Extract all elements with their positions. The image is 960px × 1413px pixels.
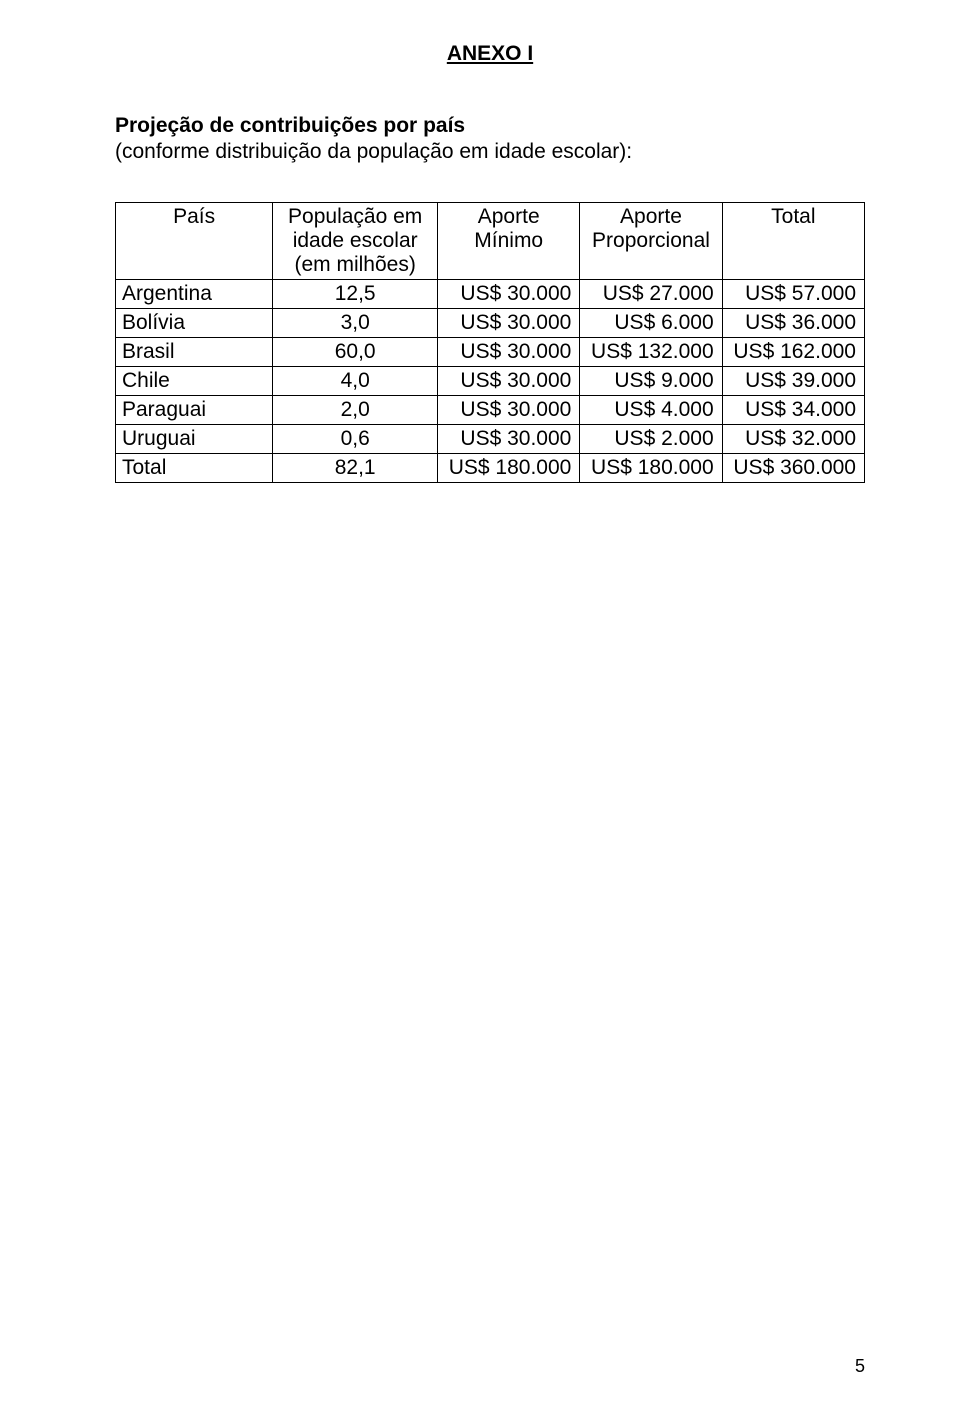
cell-prop: US$ 180.000 <box>580 454 722 483</box>
table-row: Argentina 12,5 US$ 30.000 US$ 27.000 US$… <box>116 280 865 309</box>
cell-min: US$ 180.000 <box>438 454 580 483</box>
cell-population: 82,1 <box>273 454 438 483</box>
cell-population: 60,0 <box>273 338 438 367</box>
cell-total: US$ 34.000 <box>722 396 864 425</box>
cell-country: Uruguai <box>116 425 273 454</box>
cell-population: 0,6 <box>273 425 438 454</box>
col-header-min: Aporte Mínimo <box>438 203 580 280</box>
cell-min: US$ 30.000 <box>438 367 580 396</box>
cell-country: Chile <box>116 367 273 396</box>
table-row-total: Total 82,1 US$ 180.000 US$ 180.000 US$ 3… <box>116 454 865 483</box>
table-header-row: País População em idade escolar (em milh… <box>116 203 865 280</box>
page: ANEXO I Projeção de contribuições por pa… <box>0 0 960 1413</box>
cell-country: Total <box>116 454 273 483</box>
col-header-min-line1: Aporte <box>478 205 540 228</box>
cell-min: US$ 30.000 <box>438 338 580 367</box>
cell-population: 3,0 <box>273 309 438 338</box>
cell-total: US$ 32.000 <box>722 425 864 454</box>
table-row: Uruguai 0,6 US$ 30.000 US$ 2.000 US$ 32.… <box>116 425 865 454</box>
annex-title: ANEXO I <box>115 42 865 66</box>
col-header-country: País <box>116 203 273 280</box>
cell-country: Paraguai <box>116 396 273 425</box>
cell-min: US$ 30.000 <box>438 309 580 338</box>
col-header-prop-line2: Proporcional <box>592 229 710 252</box>
cell-prop: US$ 4.000 <box>580 396 722 425</box>
col-header-population-line1: População em <box>288 205 422 228</box>
cell-min: US$ 30.000 <box>438 396 580 425</box>
col-header-population: População em idade escolar (em milhões) <box>273 203 438 280</box>
cell-min: US$ 30.000 <box>438 280 580 309</box>
cell-min: US$ 30.000 <box>438 425 580 454</box>
col-header-min-line2: Mínimo <box>474 229 543 252</box>
cell-country: Bolívia <box>116 309 273 338</box>
cell-country: Argentina <box>116 280 273 309</box>
cell-total: US$ 36.000 <box>722 309 864 338</box>
cell-total: US$ 162.000 <box>722 338 864 367</box>
page-number: 5 <box>855 1356 865 1377</box>
cell-prop: US$ 27.000 <box>580 280 722 309</box>
col-header-prop-line1: Aporte <box>620 205 682 228</box>
table-row: Paraguai 2,0 US$ 30.000 US$ 4.000 US$ 34… <box>116 396 865 425</box>
table-row: Bolívia 3,0 US$ 30.000 US$ 6.000 US$ 36.… <box>116 309 865 338</box>
section-heading: Projeção de contribuições por país <box>115 114 865 138</box>
cell-population: 4,0 <box>273 367 438 396</box>
cell-population: 12,5 <box>273 280 438 309</box>
col-header-population-line3: (em milhões) <box>294 253 415 276</box>
col-header-prop: Aporte Proporcional <box>580 203 722 280</box>
cell-prop: US$ 6.000 <box>580 309 722 338</box>
contributions-table: País População em idade escolar (em milh… <box>115 202 865 483</box>
col-header-total: Total <box>722 203 864 280</box>
cell-country: Brasil <box>116 338 273 367</box>
table-row: Chile 4,0 US$ 30.000 US$ 9.000 US$ 39.00… <box>116 367 865 396</box>
table-body: Argentina 12,5 US$ 30.000 US$ 27.000 US$… <box>116 280 865 483</box>
col-header-population-line2: idade escolar <box>293 229 418 252</box>
table-row: Brasil 60,0 US$ 30.000 US$ 132.000 US$ 1… <box>116 338 865 367</box>
cell-total: US$ 360.000 <box>722 454 864 483</box>
cell-prop: US$ 132.000 <box>580 338 722 367</box>
cell-total: US$ 39.000 <box>722 367 864 396</box>
cell-prop: US$ 9.000 <box>580 367 722 396</box>
cell-prop: US$ 2.000 <box>580 425 722 454</box>
cell-population: 2,0 <box>273 396 438 425</box>
section-subheading: (conforme distribuição da população em i… <box>115 140 865 164</box>
cell-total: US$ 57.000 <box>722 280 864 309</box>
